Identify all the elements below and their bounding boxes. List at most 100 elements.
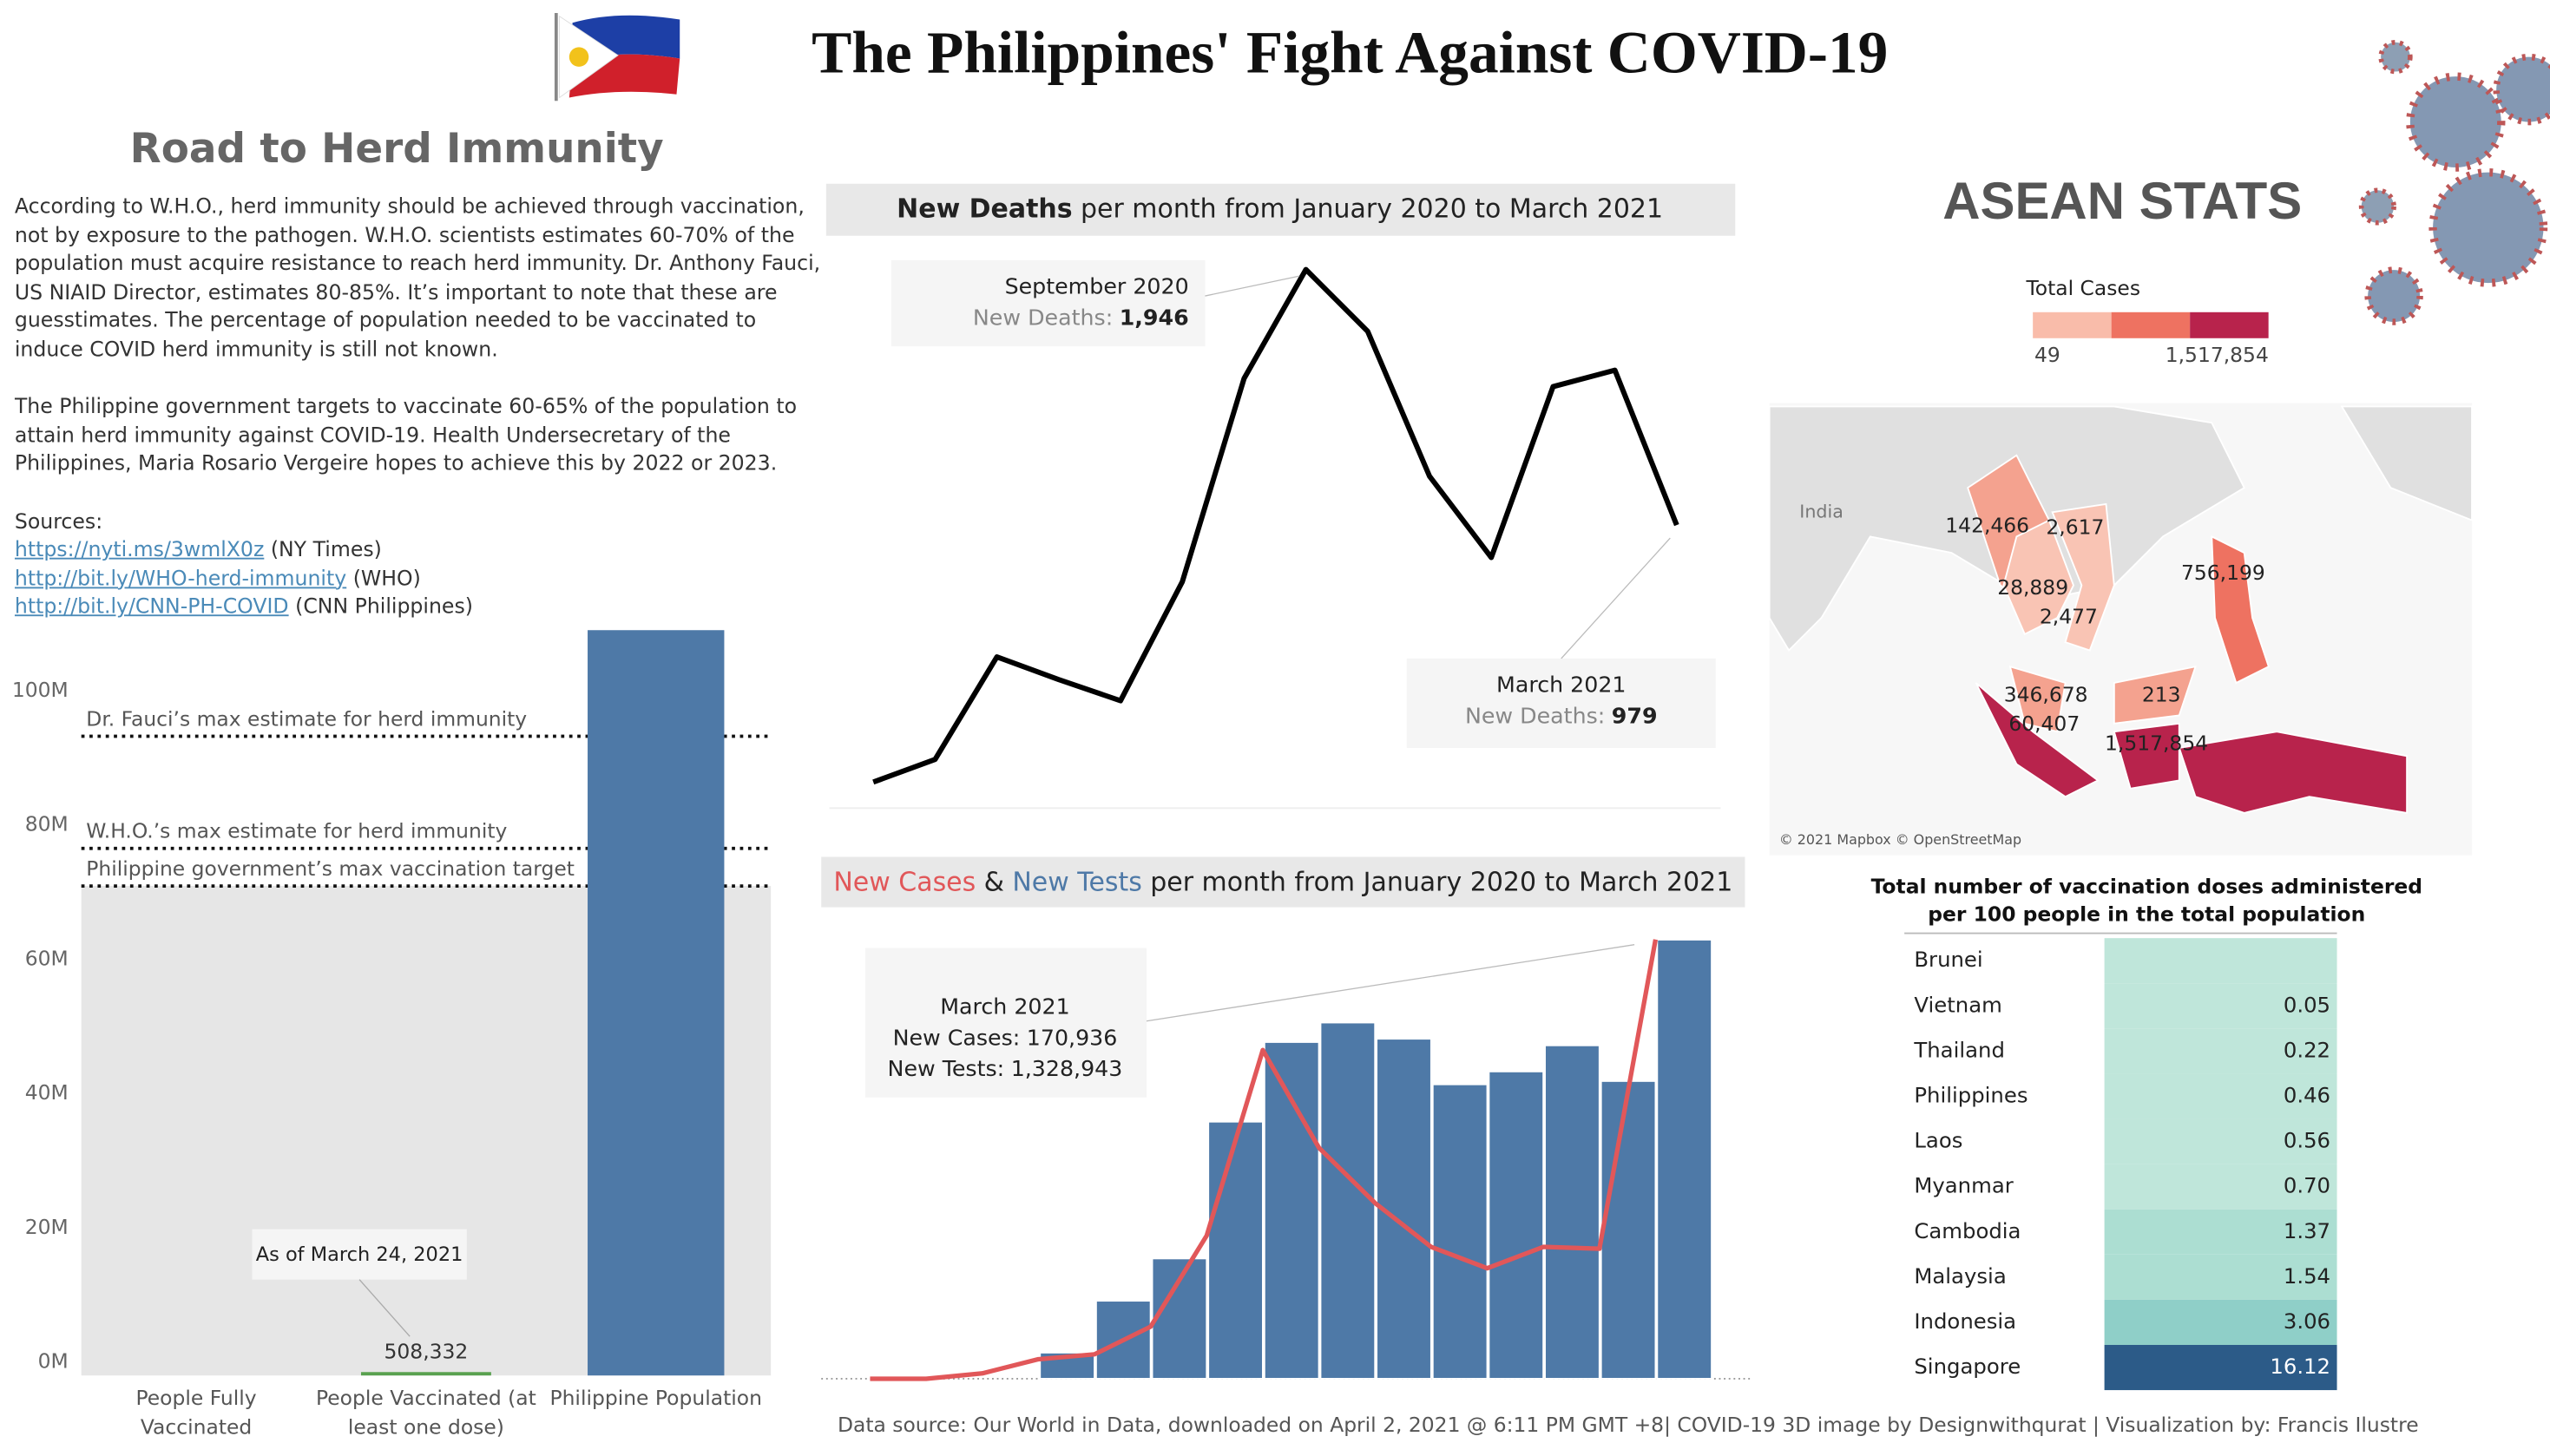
- line: [872, 266, 1679, 785]
- reference-label: W.H.O.’s max estimate for herd immunity: [86, 819, 507, 843]
- annotation-number: 170,936: [1027, 1025, 1118, 1050]
- paragraph: According to W.H.O., herd immunity shoul…: [14, 193, 821, 361]
- reference-label: Dr. Fauci’s max estimate for herd immuni…: [86, 706, 527, 731]
- legend-max: 1,517,854: [2166, 343, 2269, 367]
- bar: [1207, 1120, 1264, 1380]
- legend-min: 49: [2034, 343, 2060, 367]
- y-tick-label: 20M: [25, 1215, 69, 1239]
- map-label: 2,477: [2040, 605, 2098, 629]
- cell: [2104, 1118, 2337, 1164]
- title-text: &: [984, 867, 1004, 897]
- chart-title: New Cases & New Tests per month from Januar…: [833, 867, 1732, 897]
- row-label: Brunei: [1914, 947, 1982, 972]
- cell-value: 1.37: [2284, 1218, 2330, 1243]
- cell: [2104, 1299, 2337, 1345]
- row-label: Myanmar: [1914, 1173, 2014, 1198]
- annotation-heading: March 2021: [940, 994, 1069, 1020]
- legend-entry: New Cases: [833, 867, 976, 897]
- annotation: As of March 24, 2021: [256, 1243, 463, 1266]
- annotation-number: 1,328,943: [1011, 1056, 1123, 1081]
- legend-swatch: [2111, 312, 2191, 338]
- section-title: Road to Herd Immunity: [130, 126, 664, 173]
- map-label: 142,466: [1945, 514, 2029, 538]
- source-link[interactable]: http://bit.ly/CNN-PH-COVID: [14, 594, 289, 619]
- text-block: According to W.H.O., herd immunity shoul…: [14, 193, 828, 621]
- data-label: 508,332: [384, 1339, 469, 1363]
- source-link[interactable]: https://nyti.ms/3wmlX0z: [14, 536, 265, 561]
- source-line: http://bit.ly/CNN-PH-COVID (CNN Philippin…: [15, 593, 828, 621]
- legend-title: Total Cases: [2025, 276, 2140, 300]
- cell: [2104, 1164, 2337, 1210]
- annotation-value: New Cases: 170,936: [893, 1025, 1118, 1050]
- legend-swatch: [2033, 312, 2112, 338]
- map: [1768, 403, 2473, 856]
- row-label: Singapore: [1914, 1354, 2021, 1379]
- row-label: Malaysia: [1914, 1263, 2006, 1289]
- cell: [2104, 1209, 2337, 1255]
- annotation-heading: September 2020: [1005, 274, 1189, 299]
- row-label: Indonesia: [1914, 1308, 2016, 1334]
- annotation-heading: March 2021: [1496, 672, 1626, 698]
- x-tick-label-box: Philippine Population: [549, 1385, 761, 1409]
- map-label: 756,199: [2181, 561, 2265, 585]
- source-line: http://bit.ly/WHO-herd-immunity (WHO): [15, 564, 828, 593]
- annotation-connector: [358, 1279, 411, 1337]
- bar: [1151, 1257, 1208, 1380]
- map-label: 346,678: [2004, 682, 2088, 706]
- map-label: 213: [2142, 682, 2181, 706]
- chart-title: New Deaths per month from January 2020 to…: [897, 193, 1663, 224]
- legend-entry: New Tests: [1012, 867, 1142, 897]
- annotation-label: New Deaths:: [973, 305, 1113, 330]
- y-tick-label: 80M: [25, 812, 69, 836]
- bar: [1656, 939, 1713, 1380]
- flag-icon: [554, 13, 680, 102]
- cell-value: 0.56: [2284, 1128, 2330, 1153]
- map-label: 28,889: [1997, 575, 2068, 600]
- table-title: Total number of vaccination doses admini…: [1871, 875, 2422, 899]
- title-text: per month from January 2020 to March 202…: [1081, 193, 1663, 224]
- bar: [588, 630, 725, 1376]
- map-label: 60,407: [2008, 712, 2080, 736]
- footer: Data source: Our World in Data, download…: [838, 1413, 2419, 1437]
- reference-label: Philippine government’s max vaccination …: [86, 856, 575, 881]
- source-note: (WHO): [352, 565, 421, 590]
- bar: [1319, 1021, 1377, 1380]
- annotation-connector: [1205, 275, 1300, 297]
- line: [870, 939, 1659, 1381]
- cell-value: 16.12: [2270, 1354, 2330, 1379]
- title-bar: [825, 183, 1736, 236]
- row-label: Laos: [1914, 1128, 1962, 1153]
- source-note: (NY Times): [270, 536, 382, 561]
- cell: [2104, 1028, 2337, 1074]
- cell: [2104, 983, 2337, 1029]
- legend-swatch: [2190, 312, 2269, 338]
- bar: [1544, 1044, 1600, 1380]
- y-tick-label: 40M: [25, 1080, 69, 1105]
- bar: [360, 1372, 491, 1376]
- row-label: Philippines: [1914, 1082, 2028, 1107]
- cell: [2104, 1254, 2337, 1300]
- annotation-box: [252, 1229, 467, 1280]
- section-title: ASEAN STATS: [1942, 172, 2302, 230]
- annotation-label: New Deaths:: [1465, 703, 1605, 728]
- paragraph: The Philippine government targets to vac…: [14, 393, 798, 475]
- x-tick-label: People Vaccinated (at least one dose): [315, 1385, 536, 1439]
- cell-value: 0.46: [2284, 1082, 2330, 1107]
- annotation-label: New Cases:: [893, 1025, 1021, 1050]
- annotation-number: 979: [1612, 703, 1658, 728]
- sources-label: Sources:: [14, 508, 103, 533]
- source-link[interactable]: http://bit.ly/WHO-herd-immunity: [14, 565, 347, 590]
- cell: [2104, 1344, 2337, 1391]
- title-text: per month from January 2020 to March 202…: [1150, 867, 1732, 897]
- annotation-connector: [1561, 537, 1671, 659]
- cell-value: 3.06: [2284, 1308, 2330, 1334]
- page-title: The Philippines' Fight Against COVID-19: [812, 18, 1888, 85]
- x-tick-label: People Fully Vaccinated: [135, 1385, 257, 1439]
- row-label: Cambodia: [1914, 1218, 2021, 1243]
- cell: [2104, 938, 2337, 984]
- annotation-box: [891, 259, 1206, 347]
- cell-value: 1.54: [2284, 1263, 2330, 1289]
- cell: [2104, 1073, 2337, 1119]
